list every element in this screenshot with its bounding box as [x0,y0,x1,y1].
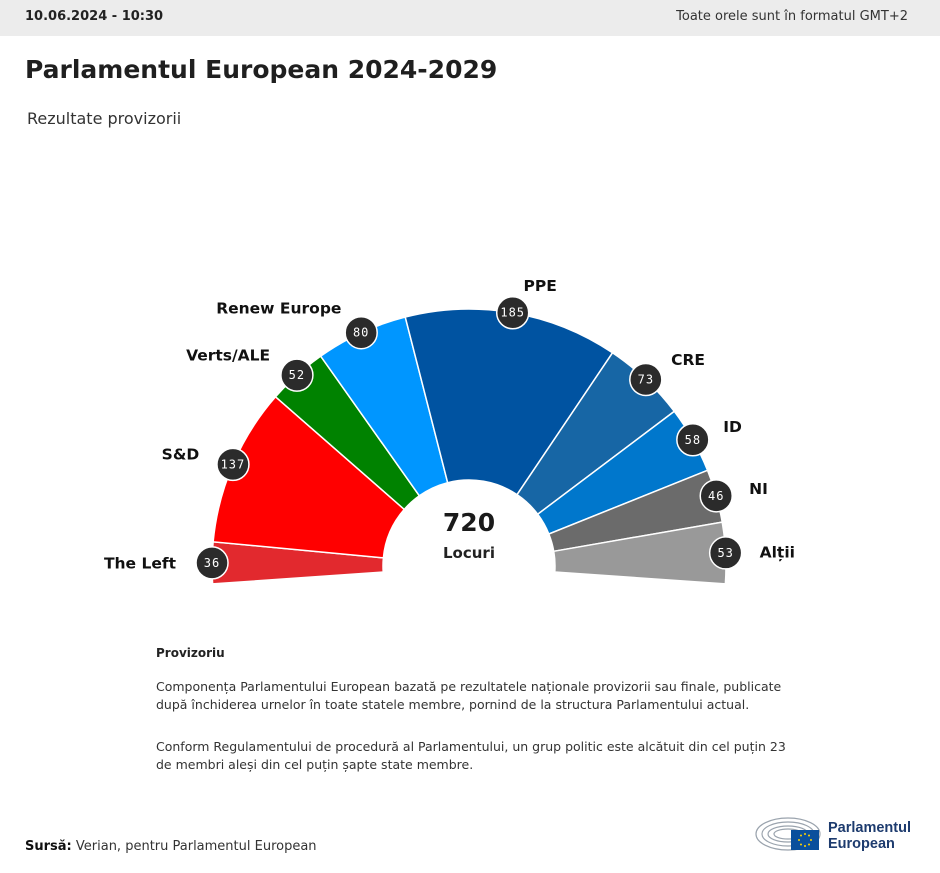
logo-line-2: European [828,836,895,852]
svg-text:80: 80 [353,326,369,340]
page-subtitle: Rezultate provizorii [27,109,182,128]
value-badge-the-left: 36 [195,546,229,580]
notes-paragraph-2: Conform Regulamentului de procedură al P… [156,739,786,772]
seat-segment-s-d [212,395,406,559]
value-badge-al-ii: 53 [708,536,743,570]
value-badge-ppe: 185 [495,295,530,330]
value-badge-verts-ale: 52 [280,358,314,392]
party-label-id: ID [723,418,742,436]
source-line: Sursă: Verian, pentru Parlamentul Europe… [25,839,317,854]
value-badge-ni: 46 [699,479,733,513]
party-label-al-ii: Alții [760,543,795,561]
logo-wordmark: Parlamentul European [828,820,911,852]
svg-text:73: 73 [638,373,654,387]
european-parliament-logo: Parlamentul European [755,814,925,854]
total-seats-value: 720 [443,508,495,537]
party-label-the-left: The Left [104,555,177,573]
party-label-cre: CRE [671,351,705,369]
svg-text:46: 46 [708,489,724,503]
notes-heading: Provizoriu [156,646,225,660]
svg-text:185: 185 [500,306,525,320]
logo-line-1: Parlamentul [828,820,911,836]
party-label-ppe: PPE [523,277,556,295]
party-label-renew-europe: Renew Europe [216,299,341,317]
party-label-s-d: S&D [162,445,200,463]
timezone-note: Toate orele sunt în formatul GMT+2 [676,9,908,24]
value-badge-cre: 73 [629,362,663,397]
value-badge-id: 58 [676,423,710,457]
parliament-building-icon [755,817,821,851]
total-seats-label: Locuri [443,544,495,562]
page-title: Parlamentul European 2024-2029 [25,55,498,84]
value-badge-s-d: 137 [216,447,250,482]
source-text: Verian, pentru Parlamentul European [75,839,317,854]
party-label-ni: NI [749,480,768,498]
timestamp: 10.06.2024 - 10:30 [25,9,164,24]
hemicycle-chart: 36 The Left 137 S&D 52 Verts/ALE 80 Renew Europ… [104,277,795,585]
svg-text:137: 137 [221,457,246,471]
value-badge-renew-europe: 80 [344,315,378,350]
seat-segment-ppe [404,308,614,496]
svg-text:53: 53 [717,546,733,560]
notes-paragraph-1: Componența Parlamentului European bazată… [156,679,782,712]
svg-text:52: 52 [289,368,305,382]
party-label-verts-ale: Verts/ALE [186,346,270,364]
top-bar: 10.06.2024 - 10:30 Toate orele sunt în f… [0,0,940,36]
source-label: Sursă: [25,839,72,854]
svg-text:36: 36 [204,556,220,570]
svg-text:58: 58 [685,433,701,447]
